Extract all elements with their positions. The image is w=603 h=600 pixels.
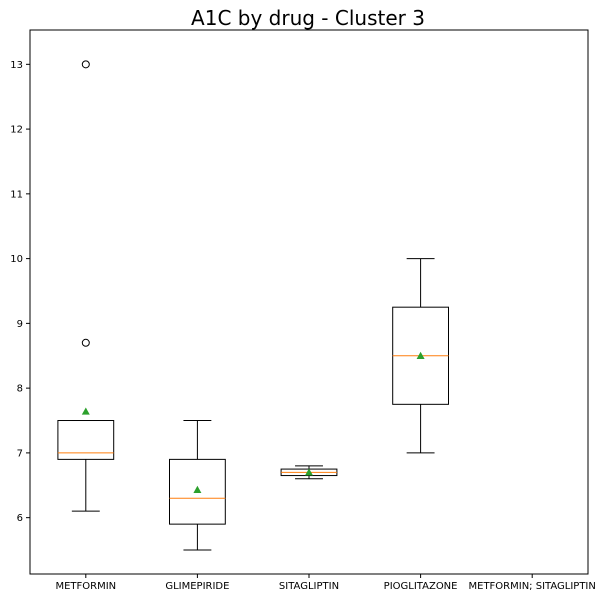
y-tick-label: 10 — [10, 254, 23, 265]
x-tick-label: GLIMEPIRIDE — [165, 581, 229, 592]
x-tick-label: METFORMIN; SITAGLIPTIN — [469, 581, 596, 592]
y-tick-label: 9 — [17, 319, 23, 330]
y-tick-label: 7 — [17, 448, 23, 459]
x-tick-label: SITAGLIPTIN — [279, 581, 339, 592]
chart-title: A1C by drug - Cluster 3 — [191, 6, 425, 30]
x-tick-label: METFORMIN — [55, 581, 116, 592]
mean-marker — [305, 468, 313, 476]
y-tick-label: 8 — [17, 384, 23, 395]
iqr-box — [169, 458, 226, 525]
y-tick-label: 11 — [10, 189, 23, 200]
x-tick-label: PIOGLITAZONE — [384, 581, 458, 592]
y-tick-label: 13 — [10, 60, 23, 71]
y-tick-label: 6 — [17, 513, 23, 524]
outlier-point — [81, 60, 90, 69]
outlier-point — [81, 338, 90, 347]
mean-marker — [193, 485, 202, 494]
mean-marker — [81, 407, 90, 415]
iqr-box — [57, 420, 115, 460]
y-tick-label: 12 — [10, 125, 23, 136]
mean-marker — [416, 351, 425, 359]
plot-frame — [29, 29, 589, 575]
